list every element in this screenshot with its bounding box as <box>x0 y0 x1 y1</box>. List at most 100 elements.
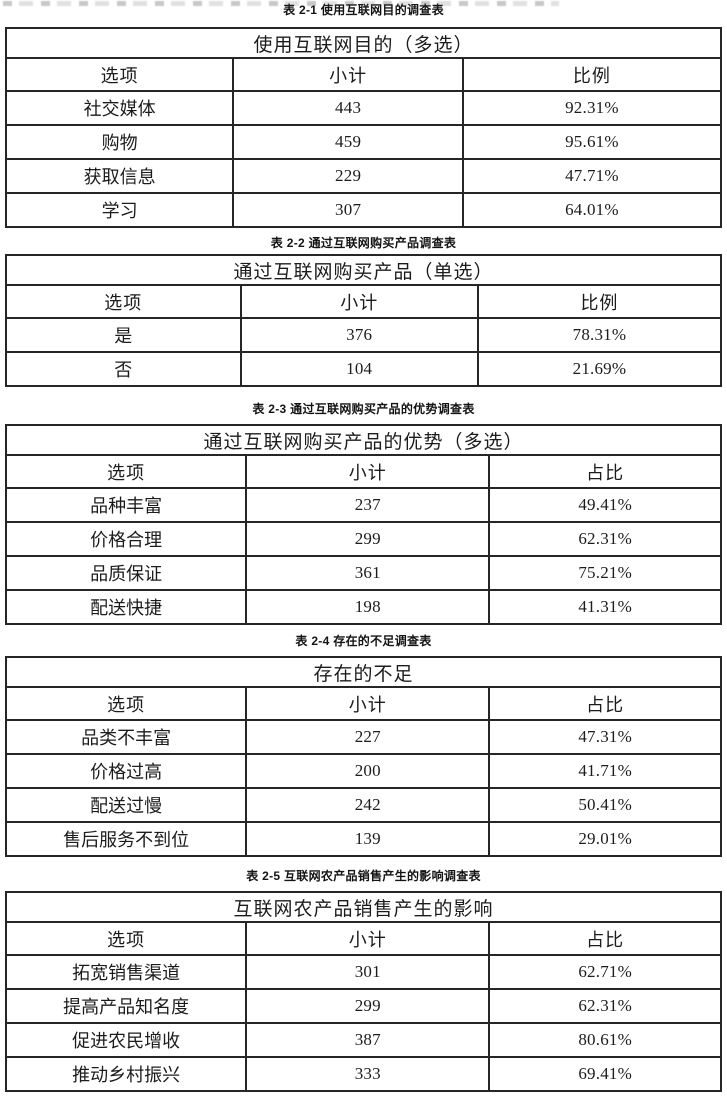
table-title: 通过互联网购买产品的优势（多选） <box>5 424 722 456</box>
cell-option: 否 <box>5 351 242 387</box>
cell-subtotal: 104 <box>239 351 479 387</box>
table-caption-2-2: 表 2-2 通过互联网购买产品调查表 <box>270 236 457 250</box>
table-header-row: 选项 小计 比例 <box>5 284 723 319</box>
table-2-2: 通过互联网购买产品（单选） 选项 小计 比例 是 376 78.31% 否 10… <box>5 254 723 387</box>
cell-subtotal: 237 <box>245 487 491 523</box>
table-2-1: 使用互联网目的（多选） 选项 小计 比例 社交媒体 443 92.31% 购物 … <box>4 27 723 228</box>
cell-ratio: 62.31% <box>488 988 722 1024</box>
table-row: 购物 459 95.61% <box>4 124 723 160</box>
table-2-3: 通过互联网购买产品的优势（多选） 选项 小计 占比 品种丰富 237 49.41… <box>4 424 722 625</box>
cell-subtotal: 376 <box>239 317 479 353</box>
cell-option: 提高产品知名度 <box>4 988 248 1024</box>
table-row: 是 376 78.31% <box>5 317 723 353</box>
table-caption-2-1: 表 2-1 使用互联网目的调查表 <box>283 3 444 17</box>
table-row: 社交媒体 443 92.31% <box>4 90 723 126</box>
table-title-row: 互联网农产品销售产生的影响 <box>5 891 722 923</box>
cell-subtotal: 299 <box>245 988 491 1024</box>
table-row: 品种丰富 237 49.41% <box>4 487 722 523</box>
column-header-option: 选项 <box>5 284 242 319</box>
table-caption-2-4: 表 2-4 存在的不足调查表 <box>295 634 432 648</box>
table-title: 互联网农产品销售产生的影响 <box>5 891 722 923</box>
table-2-5: 互联网农产品销售产生的影响 选项 小计 占比 拓宽销售渠道 301 62.71%… <box>4 891 722 1092</box>
table-row: 拓宽销售渠道 301 62.71% <box>4 954 722 990</box>
column-header-ratio: 比例 <box>461 57 723 92</box>
table-header-row: 选项 小计 占比 <box>4 686 722 721</box>
cell-option: 推动乡村振兴 <box>4 1056 248 1092</box>
cell-ratio: 62.71% <box>488 954 722 990</box>
cell-option: 配送快捷 <box>4 589 248 625</box>
table-title: 使用互联网目的（多选） <box>5 27 722 59</box>
cell-subtotal: 333 <box>245 1056 491 1092</box>
column-header-ratio: 占比 <box>488 454 722 489</box>
cropped-text-artifact <box>3 1 559 6</box>
table-row: 配送过慢 242 50.41% <box>4 787 722 823</box>
cell-ratio: 75.21% <box>488 555 722 591</box>
table-2-4: 存在的不足 选项 小计 占比 品类不丰富 227 47.31% 价格过高 200… <box>4 656 722 857</box>
cell-option: 促进农民增收 <box>4 1022 248 1058</box>
cell-ratio: 92.31% <box>461 90 723 126</box>
cell-option: 是 <box>5 317 242 353</box>
cell-option: 品种丰富 <box>4 487 248 523</box>
table-title-row: 存在的不足 <box>5 656 722 688</box>
table-row: 促进农民增收 387 80.61% <box>4 1022 722 1058</box>
cell-subtotal: 227 <box>245 719 491 755</box>
cell-subtotal: 299 <box>245 521 491 557</box>
column-header-ratio: 占比 <box>488 921 722 956</box>
column-header-option: 选项 <box>4 686 248 721</box>
cell-ratio: 69.41% <box>488 1056 722 1092</box>
cell-ratio: 21.69% <box>476 351 723 387</box>
cell-subtotal: 443 <box>232 90 464 126</box>
cell-option: 拓宽销售渠道 <box>4 954 248 990</box>
table-header-row: 选项 小计 占比 <box>4 454 722 489</box>
table-row: 提高产品知名度 299 62.31% <box>4 988 722 1024</box>
table-row: 推动乡村振兴 333 69.41% <box>4 1056 722 1092</box>
table-row: 品质保证 361 75.21% <box>4 555 722 591</box>
column-header-option: 选项 <box>4 921 248 956</box>
table-row: 售后服务不到位 139 29.01% <box>4 821 722 857</box>
table-title: 通过互联网购买产品（单选） <box>5 254 722 286</box>
table-row: 价格过高 200 41.71% <box>4 753 722 789</box>
table-header-row: 选项 小计 比例 <box>4 57 723 92</box>
column-header-ratio: 比例 <box>476 284 723 319</box>
cell-option: 品质保证 <box>4 555 248 591</box>
table-row: 否 104 21.69% <box>5 351 723 387</box>
cell-ratio: 47.71% <box>461 158 723 194</box>
column-header-subtotal: 小计 <box>245 454 491 489</box>
cell-option: 购物 <box>4 124 235 160</box>
cell-option: 售后服务不到位 <box>4 821 248 857</box>
table-header-row: 选项 小计 占比 <box>4 921 722 956</box>
cell-option: 学习 <box>4 192 235 228</box>
cell-option: 社交媒体 <box>4 90 235 126</box>
cell-ratio: 64.01% <box>461 192 723 228</box>
cell-subtotal: 139 <box>245 821 491 857</box>
column-header-subtotal: 小计 <box>245 921 491 956</box>
cell-subtotal: 361 <box>245 555 491 591</box>
cell-ratio: 78.31% <box>476 317 723 353</box>
table-row: 学习 307 64.01% <box>4 192 723 228</box>
table-row: 配送快捷 198 41.31% <box>4 589 722 625</box>
cell-subtotal: 459 <box>232 124 464 160</box>
cell-subtotal: 198 <box>245 589 491 625</box>
column-header-subtotal: 小计 <box>239 284 479 319</box>
cell-ratio: 47.31% <box>488 719 722 755</box>
column-header-ratio: 占比 <box>488 686 722 721</box>
table-row: 价格合理 299 62.31% <box>4 521 722 557</box>
cell-option: 获取信息 <box>4 158 235 194</box>
cell-ratio: 62.31% <box>488 521 722 557</box>
column-header-option: 选项 <box>4 57 235 92</box>
cell-subtotal: 229 <box>232 158 464 194</box>
cell-ratio: 95.61% <box>461 124 723 160</box>
cell-ratio: 49.41% <box>488 487 722 523</box>
cell-ratio: 80.61% <box>488 1022 722 1058</box>
table-caption-2-3: 表 2-3 通过互联网购买产品的优势调查表 <box>252 402 475 416</box>
cell-subtotal: 200 <box>245 753 491 789</box>
table-row: 品类不丰富 227 47.31% <box>4 719 722 755</box>
cell-subtotal: 242 <box>245 787 491 823</box>
table-title-row: 使用互联网目的（多选） <box>5 27 722 59</box>
cell-option: 配送过慢 <box>4 787 248 823</box>
cell-subtotal: 301 <box>245 954 491 990</box>
cell-subtotal: 387 <box>245 1022 491 1058</box>
cell-ratio: 41.71% <box>488 753 722 789</box>
cell-ratio: 41.31% <box>488 589 722 625</box>
column-header-subtotal: 小计 <box>245 686 491 721</box>
